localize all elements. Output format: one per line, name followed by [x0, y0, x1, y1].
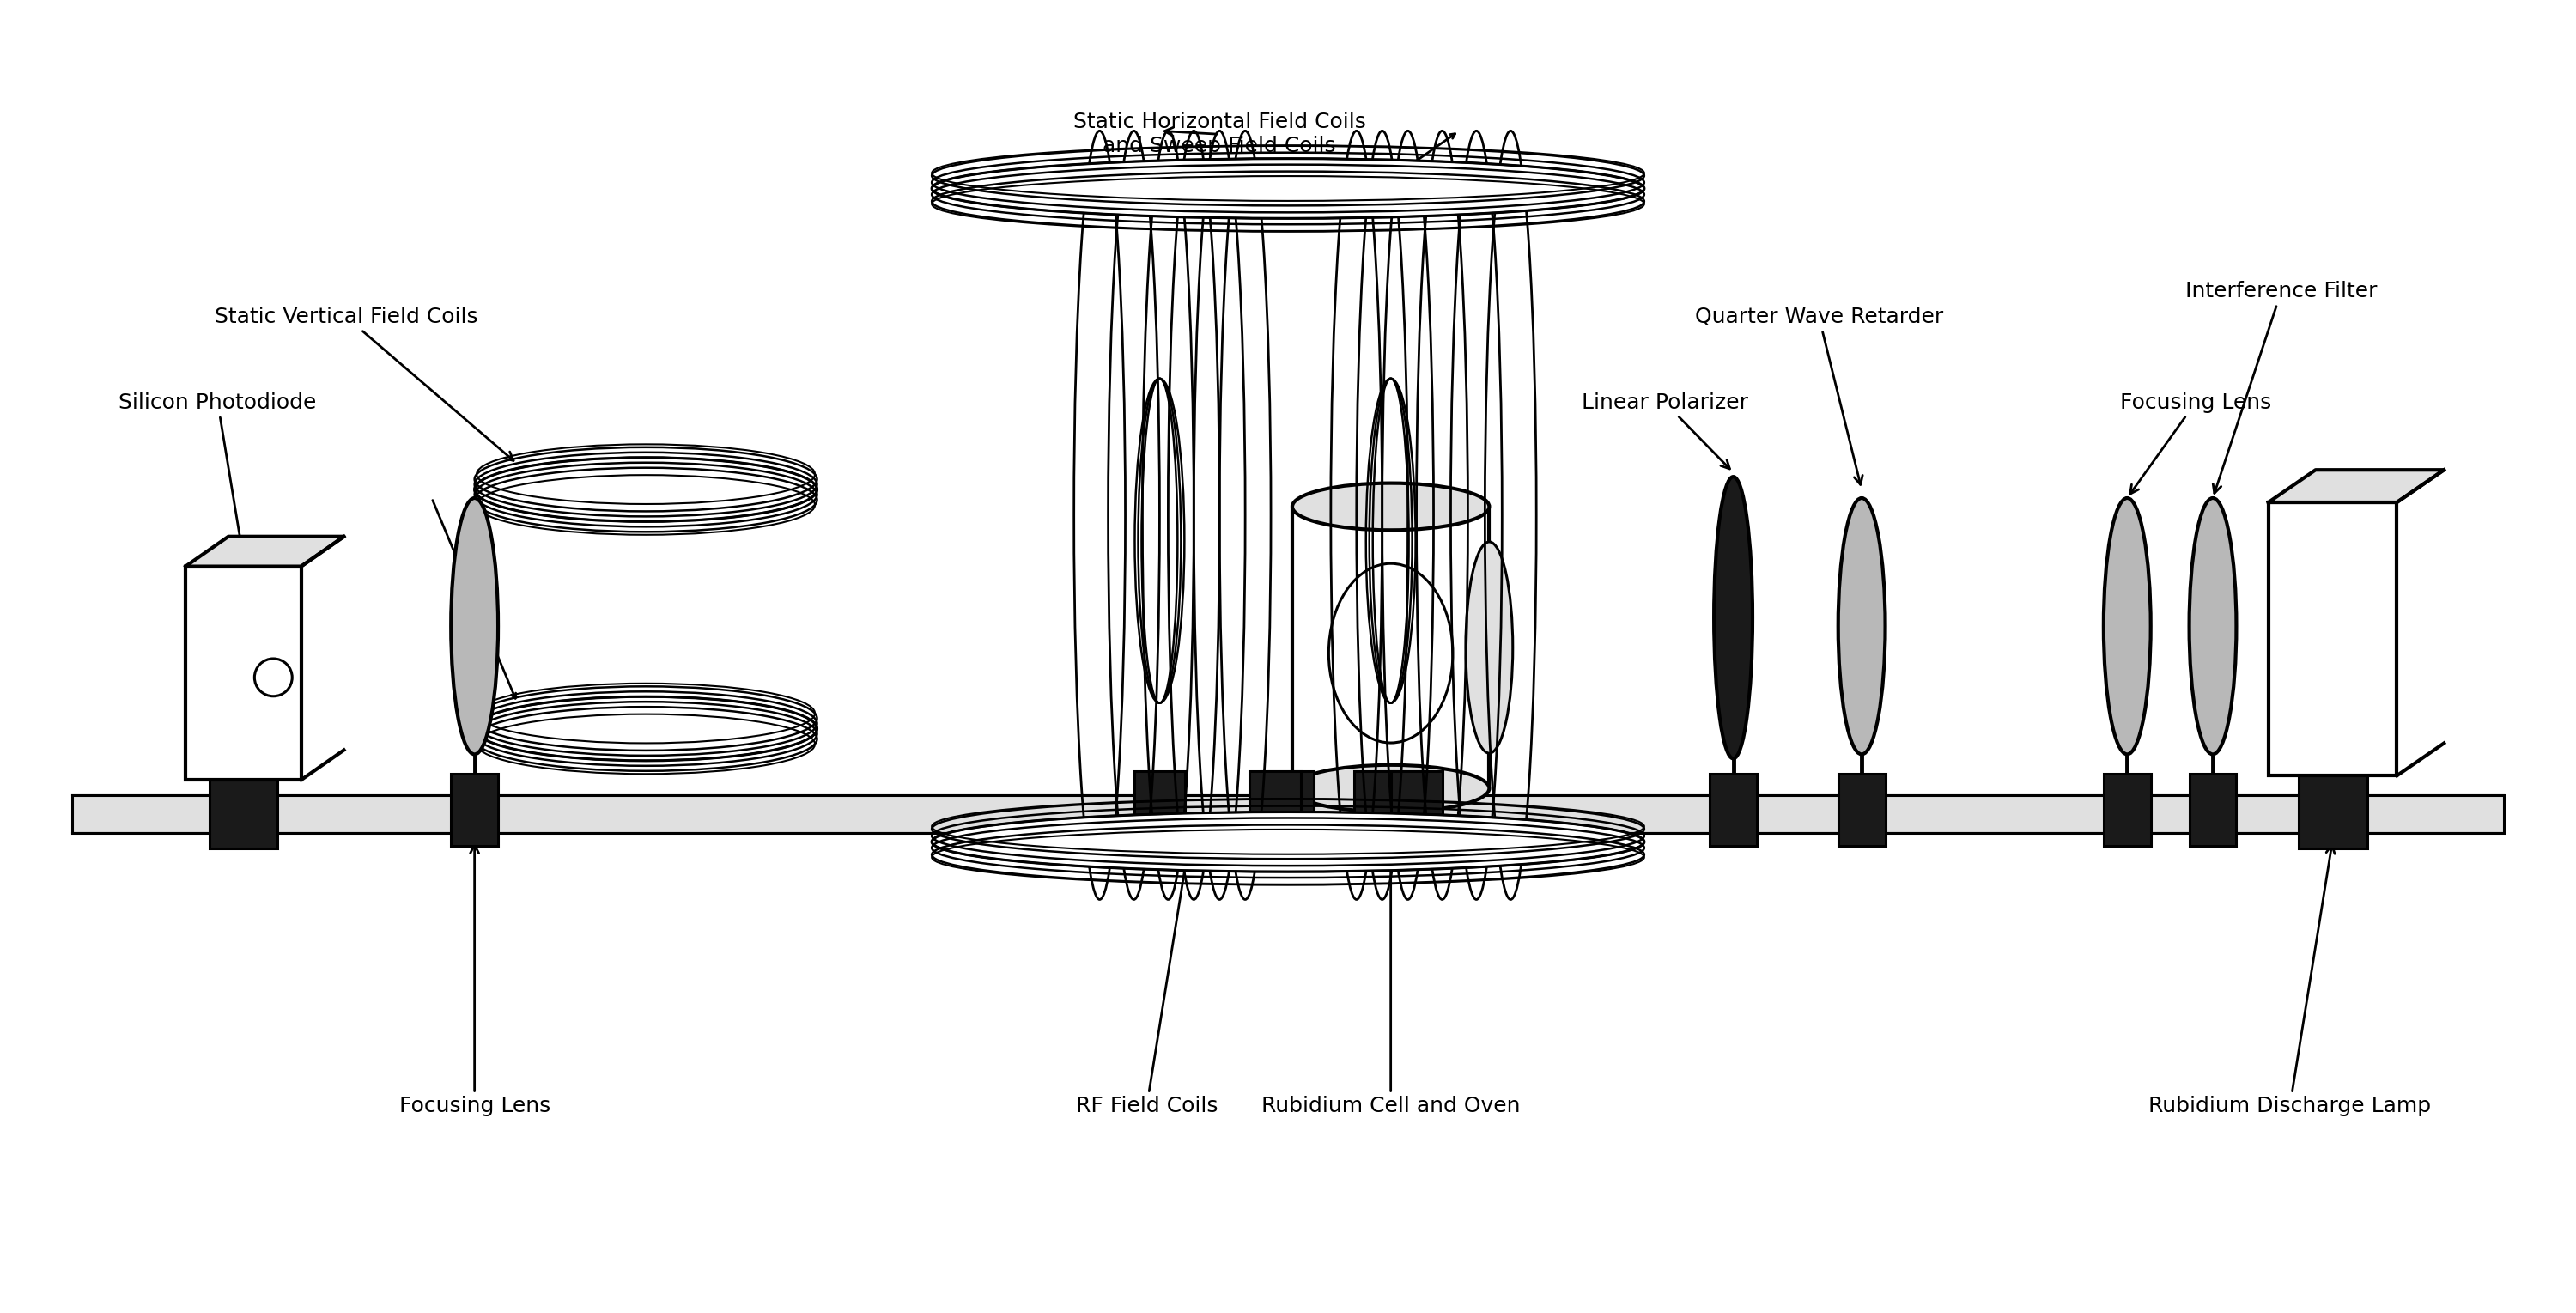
- Bar: [72, 796, 2504, 832]
- Text: Rubidium Cell and Oven: Rubidium Cell and Oven: [1262, 844, 1520, 1116]
- Ellipse shape: [1713, 477, 1752, 759]
- Bar: [1262, 771, 1314, 848]
- Bar: [1355, 771, 1427, 848]
- Ellipse shape: [933, 811, 1643, 872]
- Text: Quarter Wave Retarder: Quarter Wave Retarder: [1695, 307, 1942, 484]
- Bar: [185, 566, 301, 780]
- Bar: [209, 771, 278, 848]
- Bar: [1839, 773, 1886, 846]
- Ellipse shape: [2190, 498, 2236, 754]
- Bar: [1293, 507, 1489, 788]
- Text: Silicon Photodiode: Silicon Photodiode: [118, 393, 317, 553]
- Bar: [1391, 771, 1443, 848]
- Bar: [2298, 771, 2367, 848]
- Ellipse shape: [933, 159, 1643, 218]
- Ellipse shape: [1293, 765, 1489, 811]
- Text: RF Field Coils: RF Field Coils: [1077, 844, 1218, 1116]
- Text: Static Vertical Field Coils: Static Vertical Field Coils: [214, 307, 513, 461]
- Ellipse shape: [451, 498, 497, 754]
- Ellipse shape: [1293, 483, 1489, 530]
- Text: Focusing Lens: Focusing Lens: [399, 844, 551, 1116]
- Text: Static Horizontal Field Coils
and Sweep Field Coils: Static Horizontal Field Coils and Sweep …: [1074, 112, 1365, 156]
- Bar: [1710, 773, 1757, 846]
- Text: Linear Polarizer: Linear Polarizer: [1582, 393, 1749, 469]
- Polygon shape: [2269, 470, 2445, 503]
- Bar: [1249, 771, 1301, 848]
- Ellipse shape: [474, 457, 817, 521]
- Bar: [2190, 773, 2236, 846]
- Text: Interference Filter: Interference Filter: [2184, 281, 2378, 494]
- Ellipse shape: [474, 697, 817, 760]
- Bar: [1133, 771, 1185, 848]
- Ellipse shape: [1839, 498, 1886, 754]
- Ellipse shape: [2105, 498, 2151, 754]
- Ellipse shape: [1329, 563, 1453, 743]
- Ellipse shape: [1466, 542, 1512, 754]
- Bar: [2105, 773, 2151, 846]
- Circle shape: [255, 659, 291, 696]
- Bar: [451, 773, 497, 846]
- Text: Focusing Lens: Focusing Lens: [2120, 393, 2272, 494]
- Polygon shape: [185, 537, 345, 566]
- Bar: [2269, 503, 2396, 776]
- Text: Rubidium Discharge Lamp: Rubidium Discharge Lamp: [2148, 844, 2432, 1116]
